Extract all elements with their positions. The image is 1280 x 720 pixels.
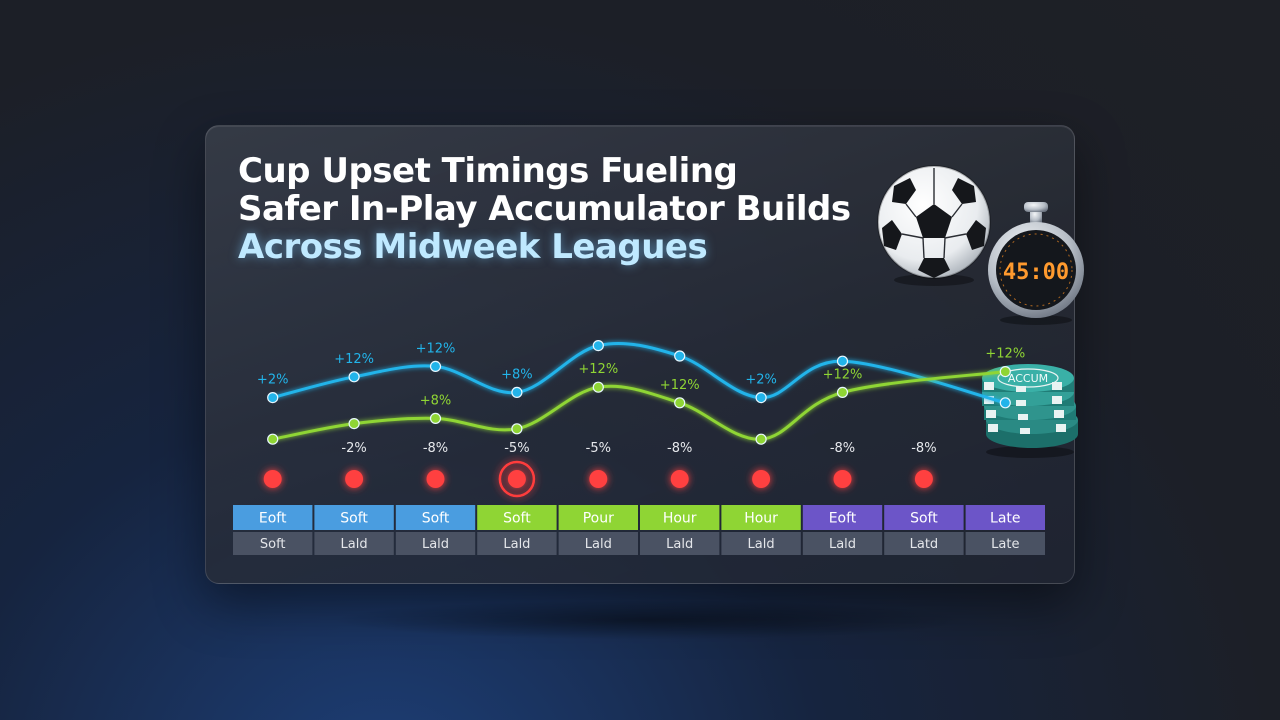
series-2-data-label: +12% [985,347,1025,362]
series-2-point [999,366,1011,378]
category-label: Eoft [829,511,857,527]
category-label: Pour [583,511,614,527]
category-label: Soft [503,511,531,527]
lower-value-label: -5% [586,441,611,456]
chip-label: ACCUM [1008,372,1048,385]
series-1-data-label: +2% [257,373,289,388]
series-1-data-label: +12% [334,352,374,367]
category-sublabel: Lald [666,537,693,552]
series-1-point [836,355,849,367]
category-label: Eoft [259,511,287,527]
series-1-data-label: +12% [416,341,456,356]
category-sublabel: Lald [503,537,530,552]
category-header-cell [233,505,313,530]
series-2-point [592,381,604,393]
category-label: Hour [663,511,697,527]
title-line-1: Cup Upset Timings Fueling [238,151,738,191]
series-2-data-label: +12% [823,367,863,382]
series-1-point [592,340,604,352]
event-marker [263,470,282,488]
series-2-point [267,433,279,445]
series-2-line [271,370,1007,441]
event-marker [914,470,933,488]
series-2-point [429,412,442,424]
category-sublabel: Lald [422,537,449,552]
highlighted-marker-ring [498,460,536,498]
series-2-point [348,418,360,430]
category-header-cell [314,505,394,530]
category-sublabel: Soft [260,537,286,552]
event-marker [833,470,852,488]
lower-value-label: -8% [830,441,855,456]
category-sub-cell [965,532,1045,555]
series-1-point [267,392,279,404]
category-sublabel: Lald [585,537,612,552]
series-1-point [511,386,523,398]
lower-value-label: -8% [911,441,936,456]
series-2-point [755,433,767,445]
category-sub-cell [802,532,883,555]
event-marker [589,470,608,488]
lower-value-label: -8% [667,441,692,456]
category-header-cell [721,505,801,530]
category-header-cell [965,505,1045,530]
series-1-point [429,360,442,372]
category-header-cell [558,505,638,530]
soccer-ball-icon [877,165,991,286]
category-sublabel: Latd [910,537,939,552]
category-sub-cell [640,532,720,555]
stopwatch-icon: 45:00 [988,202,1084,325]
category-sub-cell [558,532,638,555]
lower-value-label: -5% [504,441,529,456]
series-1-point [674,350,686,362]
series-2-data-label: +12% [660,378,700,393]
lower-value-label: -2% [341,441,366,456]
stopwatch-display: 45:00 [1003,260,1069,285]
category-sub-cell [477,532,557,555]
category-label: Late [990,511,1020,527]
series-2-data-label: +8% [420,393,452,408]
category-sub-cell [884,532,964,555]
series-1-point [348,371,360,383]
series-2-data-label: +12% [578,362,618,377]
category-sub-cell [721,532,801,555]
category-sublabel: Late [991,537,1019,552]
category-sublabel: Lald [341,537,368,552]
floor-shadow [330,600,970,640]
category-sublabel: Lald [748,537,775,552]
lower-value-label: -8% [423,441,448,456]
event-marker [752,470,771,488]
category-header-cell [884,505,964,530]
category-label: Soft [340,511,368,527]
title-line-2: Safer In-Play Accumulator Builds [238,189,851,229]
event-marker [670,470,689,488]
series-1-data-label: +2% [745,373,777,388]
series-2-point [511,423,523,435]
category-header-cell [802,505,883,530]
series-2-point [674,397,686,409]
event-marker [345,470,364,488]
category-label: Hour [744,511,778,527]
category-sub-cell [233,532,313,555]
category-label: Soft [422,511,450,527]
series-1-line [271,342,1007,405]
category-header-cell [477,505,557,530]
series-1-point [755,392,767,404]
event-marker [426,470,445,488]
category-sublabel: Lald [829,537,856,552]
series-1-data-label: +8% [501,367,533,382]
event-marker [507,470,526,488]
title-line-3: Across Midweek Leagues [238,227,708,267]
category-sub-cell [314,532,394,555]
series-1-point [999,397,1011,409]
series-2-point [836,386,849,398]
category-label: Soft [910,511,938,527]
category-header-cell [640,505,720,530]
category-header-cell [395,505,476,530]
category-sub-cell [395,532,476,555]
page-title: Cup Upset Timings Fueling Safer In-Play … [238,152,851,266]
